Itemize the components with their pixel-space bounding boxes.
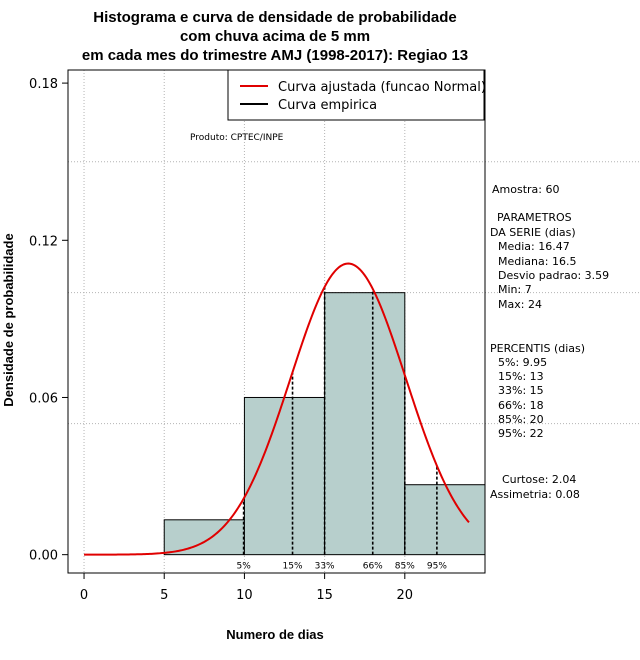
- stat-params-subheading: DA SERIE (dias): [490, 226, 576, 239]
- normal-curve-path: [84, 262, 470, 556]
- x-tick-label: 5: [160, 588, 168, 603]
- histogram-bar: [163, 519, 245, 556]
- y-tick-label: 0.06: [29, 391, 58, 406]
- y-axis-title: Densidade de probabilidade: [1, 233, 16, 406]
- x-tick-label: 20: [397, 588, 414, 603]
- stats-panel: Amostra: 60 PARAMETROS DA SERIE (dias) M…: [490, 183, 609, 501]
- stat-min: Min: 7: [498, 283, 532, 296]
- legend: Curva ajustada (funcao Normal) Curva emp…: [227, 69, 486, 121]
- y-tick-label: 0.18: [29, 77, 58, 92]
- stat-p95: 95%: 22: [498, 427, 544, 440]
- stat-p33: 33%: 15: [498, 384, 544, 397]
- percentile-label: 66%: [363, 562, 383, 572]
- stat-sd: Desvio padrao: 3.59: [498, 269, 609, 282]
- stat-params-heading: PARAMETROS: [497, 211, 572, 224]
- stat-p15: 15%: 13: [498, 370, 544, 383]
- chart-title-line-3: em cada mes do trimestre AMJ (1998-2017)…: [82, 47, 468, 64]
- x-axis-title: Numero de dias: [226, 627, 324, 642]
- stat-p5: 5%: 9.95: [498, 356, 547, 369]
- stat-kurtosis: Curtose: 2.04: [502, 473, 576, 486]
- x-tick-label: 10: [236, 588, 253, 603]
- stat-percentiles-heading: PERCENTIS (dias): [490, 342, 585, 355]
- stat-p85: 85%: 20: [498, 413, 544, 426]
- y-tick-label: 0.12: [29, 234, 58, 249]
- chart-title-line-1: Histograma e curva de densidade de proba…: [93, 9, 456, 26]
- percentile-label: 33%: [315, 562, 335, 572]
- normal-curve: [84, 262, 470, 556]
- stat-skewness: Assimetria: 0.08: [490, 488, 580, 501]
- percentile-label: 95%: [427, 562, 447, 572]
- stat-mean: Media: 16.47: [498, 240, 570, 253]
- y-tick-label: 0.00: [29, 549, 58, 564]
- stat-sample: Amostra: 60: [492, 183, 559, 196]
- legend-label-normal: Curva ajustada (funcao Normal): [278, 80, 486, 95]
- x-tick-label: 15: [316, 588, 333, 603]
- stat-p66: 66%: 18: [498, 399, 544, 412]
- x-tick-label: 0: [80, 588, 88, 603]
- axis-ticks: 0 5 10 15 20 0.00 0.06 0.12 0.18: [29, 77, 413, 603]
- legend-box: [227, 69, 485, 121]
- percentile-lines: 5% 15% 33% 66% 85% 95%: [236, 286, 447, 572]
- percentile-label: 85%: [395, 562, 415, 572]
- histogram-bar: [243, 396, 326, 556]
- stat-median: Mediana: 16.5: [498, 255, 576, 268]
- histogram-bar: [324, 292, 406, 556]
- chart-title-line-2: com chuva acima de 5 mm: [180, 28, 370, 45]
- percentile-label: 15%: [283, 562, 303, 572]
- percentile-label: 5%: [236, 562, 251, 572]
- product-annotation: Produto: CPTEC/INPE: [190, 133, 284, 143]
- histogram-bar: [404, 484, 486, 556]
- stat-max: Max: 24: [498, 298, 542, 311]
- legend-label-empirical: Curva empirica: [278, 98, 377, 113]
